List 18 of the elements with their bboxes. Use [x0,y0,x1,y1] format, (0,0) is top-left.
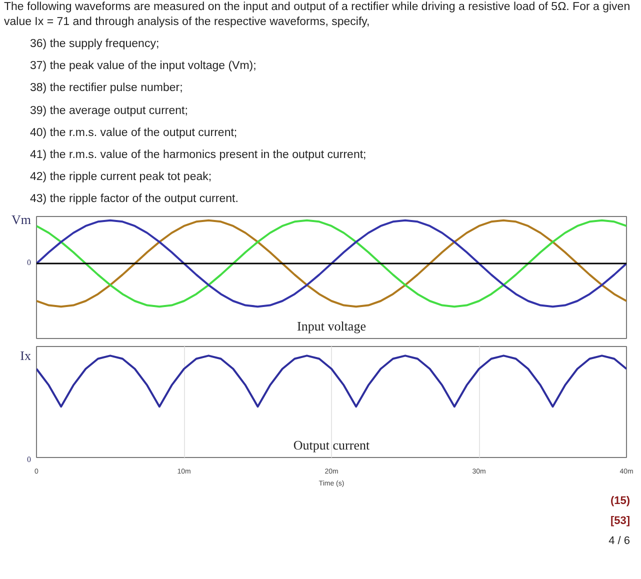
text: 0 [27,455,31,464]
text: 42) the ripple current peak tot peak; [29,170,212,185]
text: 41) the r.m.s. value of the harmonics present in the output current; [29,148,366,163]
text: 40) the r.m.s. value of the output current; [29,126,238,141]
text: 38) the rectifier pulse number; [29,81,183,96]
text: [53] [609,514,630,529]
text: (15) [609,494,630,510]
text: 43) the ripple factor of the output current. [29,192,238,208]
text: The following waveforms are measured on the input and output of a rectifier while driving a resistive load of 5Ω. For a given value Ix = 71 and through analysis of the respective waveforms, specify, [4,0,632,30]
text: Ix [20,348,31,364]
text: Vm [12,212,31,228]
text: 36) the supply frequency; [29,37,160,52]
text: 39) the average output current; [29,104,188,119]
text: Input voltage [297,318,366,334]
text: 4 / 6 [608,534,630,549]
text: 37) the peak value of the input voltage (Vm); [29,59,256,74]
text: 0 [27,258,31,268]
text: Output current [293,438,370,453]
